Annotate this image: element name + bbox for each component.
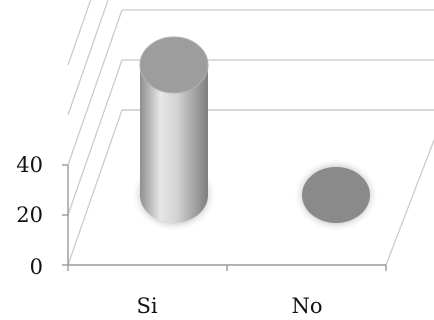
bar-top-cap: [139, 36, 209, 94]
y-axis-ticks: 0 20 40: [16, 153, 43, 279]
gridline-left-wall: [67, 0, 109, 116]
gridline-left-wall: [67, 59, 123, 216]
gridline-left-wall: [67, 0, 92, 66]
y-tick-label: 40: [16, 153, 43, 177]
gridline-left-wall: [67, 109, 123, 266]
bar-si: [140, 65, 208, 223]
bars: [131, 36, 379, 232]
x-category-label: Si: [136, 294, 157, 318]
x-category-label: No: [291, 294, 322, 318]
floor-right-edge: [385, 138, 434, 266]
x-axis-categories: Si No: [136, 294, 322, 318]
y-tick-label: 0: [30, 255, 43, 279]
chart-frame: [62, 0, 434, 271]
gridline-left-wall: [67, 9, 123, 166]
y-tick-label: 20: [16, 203, 43, 227]
bar-no: [302, 167, 370, 223]
